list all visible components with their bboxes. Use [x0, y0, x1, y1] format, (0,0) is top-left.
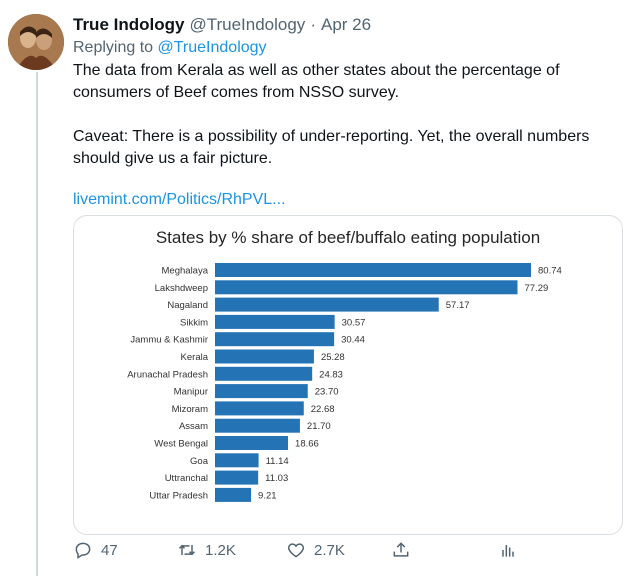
- value-label: 25.28: [321, 352, 345, 363]
- category-label: Uttranchal: [165, 473, 208, 484]
- tweet-content: True Indology @TrueIndology · Apr 26 Rep…: [73, 14, 628, 211]
- bar: [215, 487, 252, 502]
- avatar-image: [8, 14, 64, 70]
- separator-dot: ·: [310, 15, 316, 34]
- tweet-text-line: should give us a fair picture.: [73, 150, 273, 167]
- bar: [215, 470, 259, 485]
- category-label: Assam: [179, 421, 208, 432]
- bar: [215, 453, 259, 468]
- share-icon: [393, 542, 409, 557]
- tweet-text-line: Caveat: There is a possibility of under-…: [73, 128, 590, 145]
- tweet-date[interactable]: Apr 26: [320, 15, 372, 34]
- share-button[interactable]: [391, 540, 419, 560]
- value-label: 18.66: [295, 439, 319, 450]
- bar: [215, 401, 304, 416]
- heart-icon: [287, 543, 305, 558]
- reply-button[interactable]: 47: [73, 540, 118, 560]
- bar: [215, 384, 308, 399]
- category-label: Kerala: [181, 352, 209, 363]
- like-button[interactable]: 2.7K: [286, 540, 345, 560]
- category-label: Uttar Pradesh: [149, 490, 208, 501]
- replying-to: Replying to @TrueIndology: [73, 37, 628, 59]
- bar: [215, 314, 335, 329]
- category-label: Jammu & Kashmir: [130, 335, 208, 346]
- category-label: Arunachal Pradesh: [127, 369, 208, 380]
- retweet-count: 1.2K: [205, 541, 236, 559]
- retweet-icon: [178, 544, 196, 556]
- reply-icon: [75, 542, 91, 559]
- category-label: Meghalaya: [162, 266, 209, 277]
- value-label: 80.74: [538, 266, 562, 277]
- value-label: 30.57: [342, 317, 366, 328]
- analytics-button[interactable]: [498, 540, 526, 560]
- bar: [215, 332, 335, 347]
- bar: [215, 418, 300, 433]
- bar: [215, 280, 518, 295]
- like-count: 2.7K: [314, 541, 345, 559]
- value-label: 57.17: [446, 300, 470, 311]
- bar-chart: Meghalaya 80.74 Lakshdweep 77.29 Nagaland 57.…: [127, 263, 562, 502]
- category-label: West Bengal: [154, 439, 208, 450]
- category-label: Sikkim: [180, 317, 208, 328]
- category-label: Lakshdweep: [155, 283, 208, 294]
- article-link[interactable]: livemint.com/Politics/RhPVL...: [73, 191, 286, 208]
- value-label: 21.70: [307, 421, 331, 432]
- tweet-text-line: consumers of Beef comes from NSSO survey…: [73, 84, 400, 101]
- tweet-text: The data from Kerala as well as other st…: [73, 60, 628, 170]
- value-label: 24.83: [319, 369, 343, 380]
- reply-count: 47: [101, 541, 118, 559]
- tweet-text-line: The data from Kerala as well as other st…: [73, 62, 560, 79]
- reply-mention-link[interactable]: @TrueIndology: [157, 39, 267, 56]
- category-label: Manipur: [174, 387, 208, 398]
- image-card[interactable]: States by % share of beef/buffalo eating…: [73, 215, 623, 535]
- category-label: Nagaland: [167, 300, 208, 311]
- value-label: 30.44: [341, 335, 365, 346]
- bar: [215, 297, 439, 312]
- value-label: 77.29: [524, 283, 548, 294]
- thread-line: [36, 72, 38, 576]
- analytics-icon: [502, 545, 514, 557]
- display-name[interactable]: True Indology: [73, 15, 185, 34]
- bar: [215, 349, 314, 364]
- bar: [215, 263, 531, 277]
- user-handle[interactable]: @TrueIndology: [189, 15, 306, 34]
- replying-prefix: Replying to: [73, 39, 154, 56]
- bar: [215, 436, 289, 450]
- tweet-actions: 47 1.2K 2.7K: [73, 540, 628, 570]
- category-label: Mizoram: [172, 404, 209, 415]
- chart-title: States by % share of beef/buffalo eating…: [155, 228, 541, 247]
- value-label: 9.21: [258, 490, 277, 501]
- avatar[interactable]: [8, 14, 64, 70]
- value-label: 23.70: [315, 387, 339, 398]
- bar: [215, 366, 313, 381]
- tweet-header: True Indology @TrueIndology · Apr 26: [73, 14, 628, 36]
- retweet-button[interactable]: 1.2K: [177, 540, 236, 560]
- value-label: 11.03: [265, 473, 288, 484]
- value-label: 11.14: [266, 456, 289, 467]
- value-label: 22.68: [311, 404, 335, 415]
- category-label: Goa: [190, 456, 209, 467]
